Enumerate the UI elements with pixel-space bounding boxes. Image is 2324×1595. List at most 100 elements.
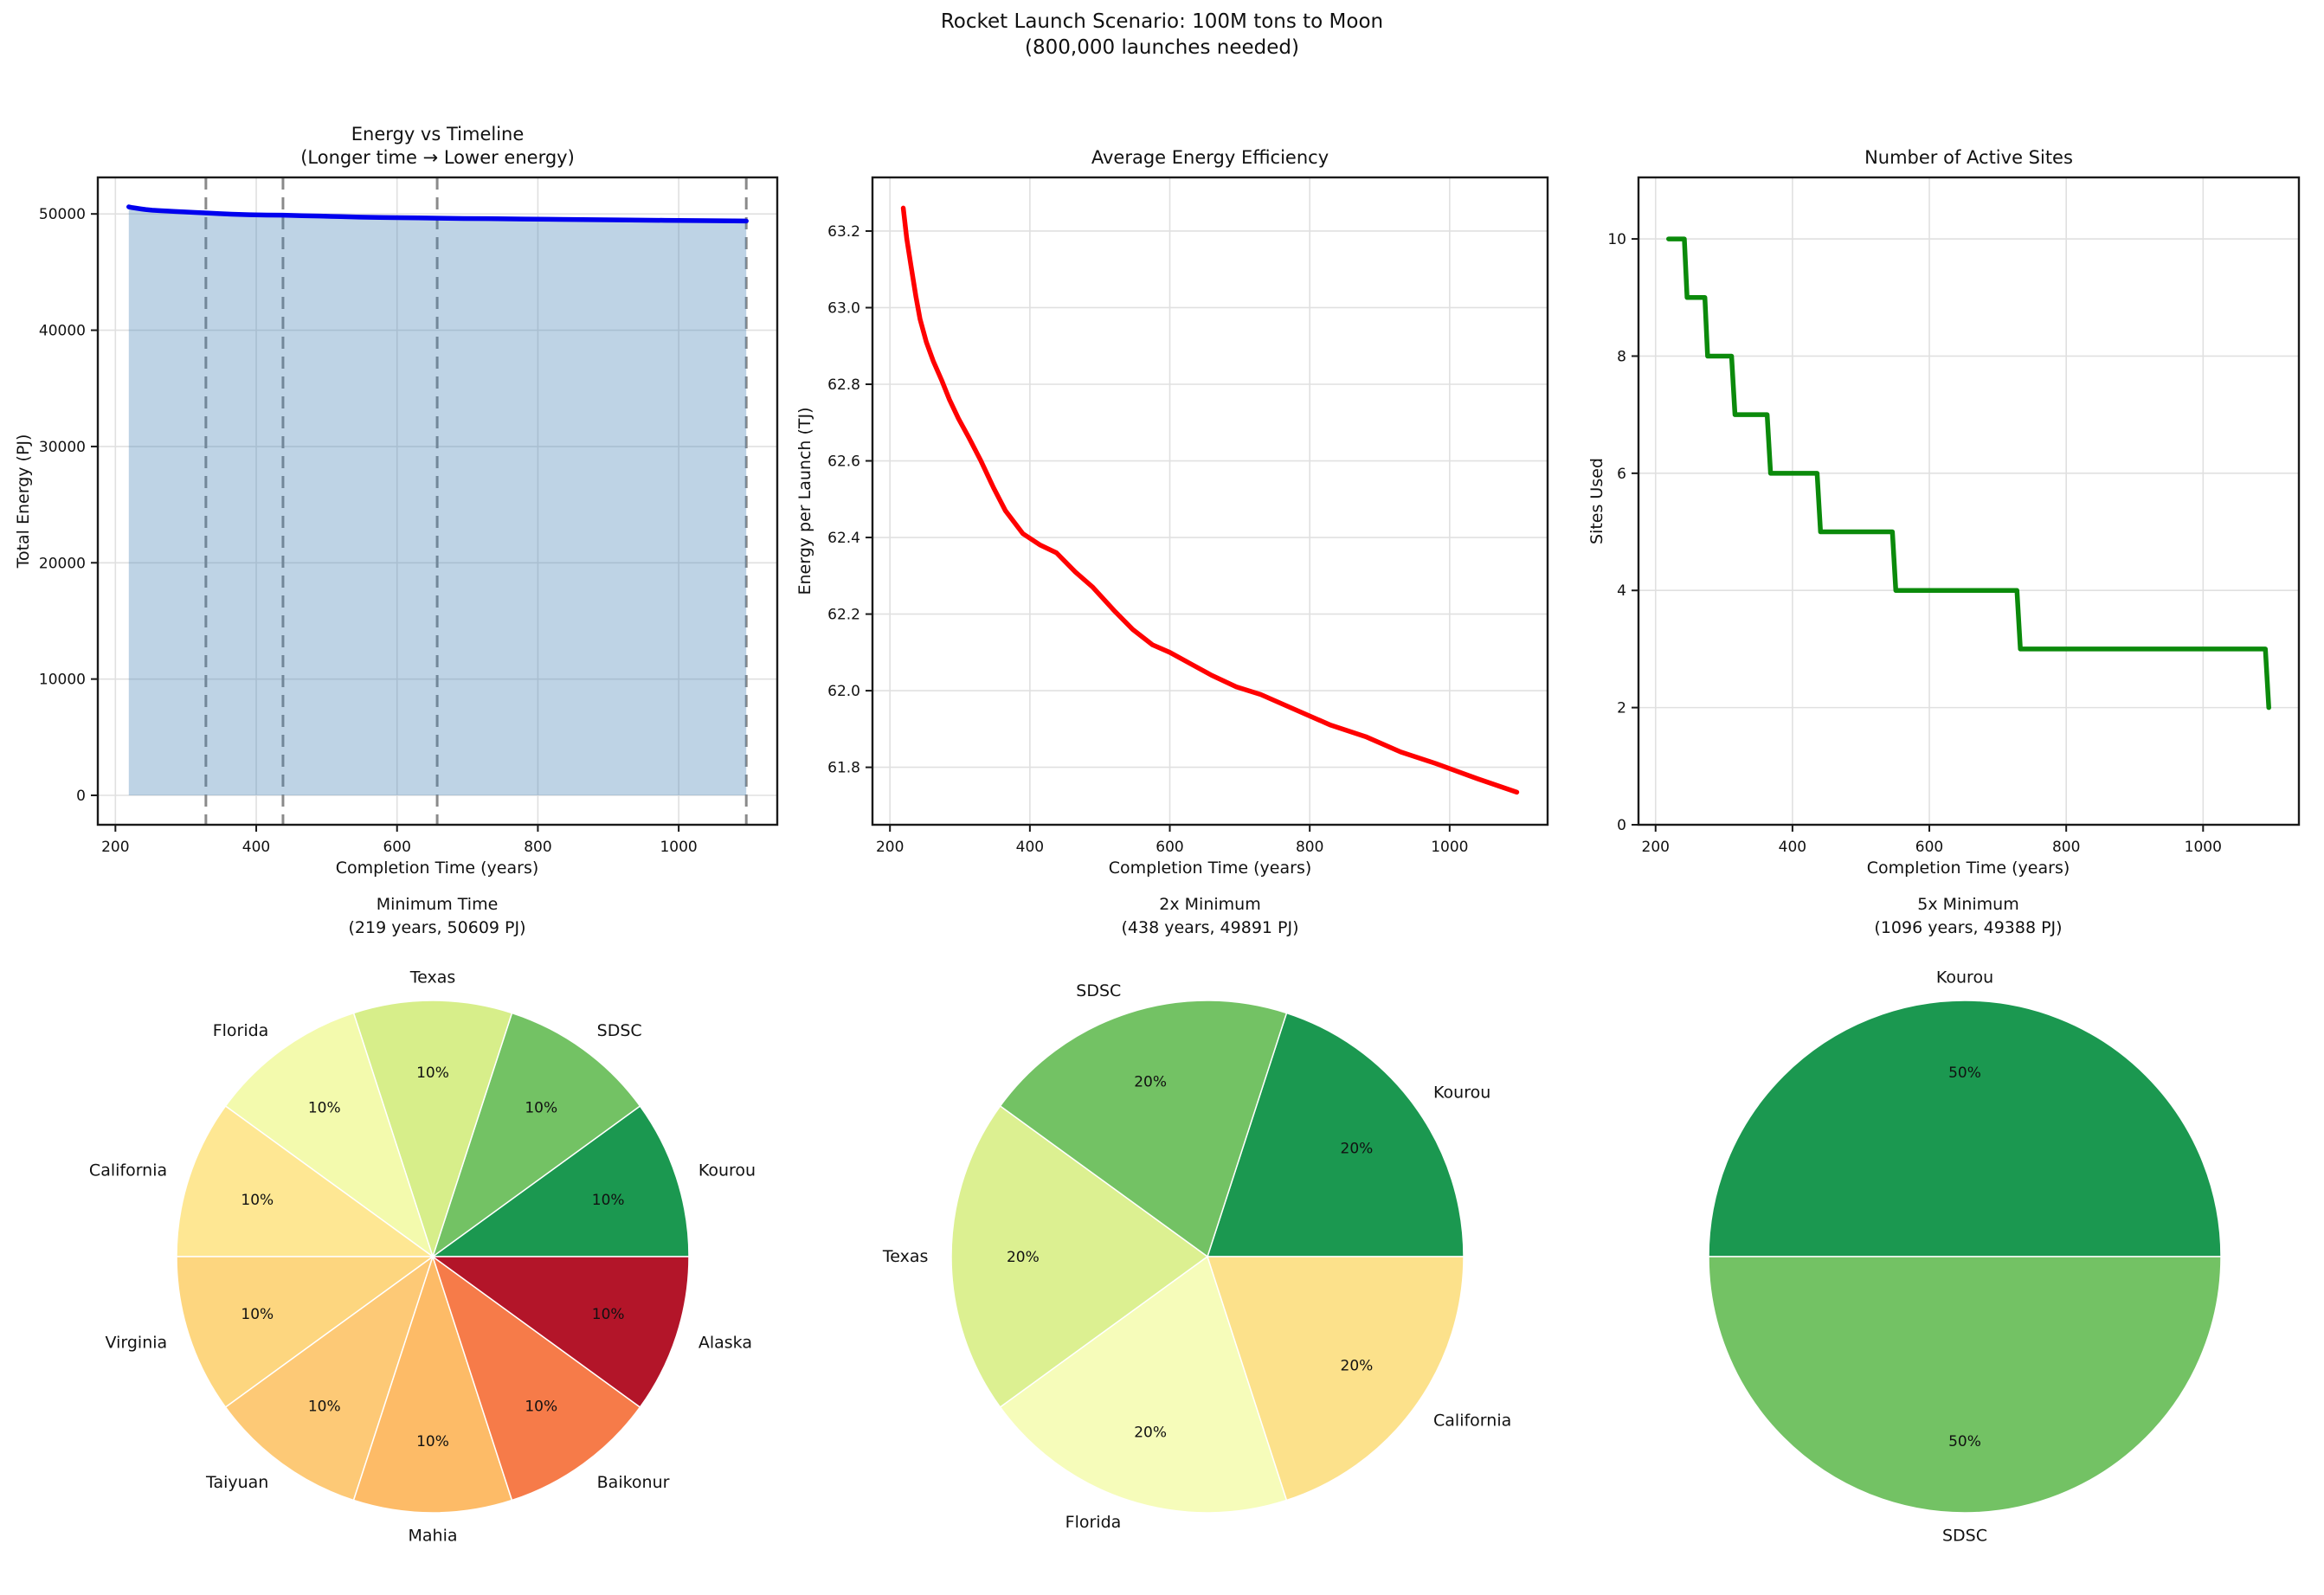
pie-slice-label: Kourou [698,1161,756,1180]
x-tick-label: 1000 [2185,839,2222,856]
pie-slice [352,1000,513,1259]
scenario1-caption-line2: (219 years, 50609 PJ) [348,918,526,937]
chart3-xlabel: Completion Time (years) [1866,859,2070,878]
pie-slice [431,1012,641,1258]
pie-slice-label: SDSC [1942,1527,1987,1546]
pie-slice [1708,1000,2222,1257]
figure-title: Rocket Launch Scenario: 100M tons to Moo… [0,9,2324,61]
figure-title-line1: Rocket Launch Scenario: 100M tons to Moo… [940,10,1384,33]
x-tick-label: 200 [876,839,904,856]
chart1-title-line1: Energy vs Timeline [351,124,525,145]
chart3-title: Number of Active Sites [1638,146,2299,170]
chart2-title-line1: Average Energy Efficiency [1091,147,1329,168]
pie-slice [430,1256,690,1409]
pie-slice-percent: 50% [1948,1433,1981,1450]
pie-slice-label: Florida [213,1021,269,1040]
axes-frame [96,176,779,826]
axes-frame [1637,176,2301,826]
chart1-ylabel: Total Energy (PJ) [14,434,33,569]
x-tick-label: 200 [101,839,129,856]
pie-slice [430,1104,690,1257]
pie-slice-percent: 50% [1948,1064,1981,1082]
x-tick-label: 600 [1915,839,1943,856]
data-line [126,204,749,224]
pie-slice [352,1254,513,1514]
pie-slice [431,1255,641,1502]
chart2-ylabel: Energy per Launch (TJ) [795,407,814,595]
x-tick-label: 400 [1779,839,1806,856]
data-line [1666,236,2271,711]
y-tick-label: 30000 [39,439,86,456]
y-tick-label: 50000 [39,206,86,223]
pie-slice-percent: 10% [241,1306,274,1323]
y-tick-label: 62.2 [827,607,860,624]
pie-slice [224,1012,435,1258]
scenario2-caption: 2x Minimum (438 years, 49891 PJ) [1121,893,1298,940]
pie-slice [1206,1012,1465,1257]
y-tick-label: 63.0 [827,299,860,317]
area-fill [128,207,747,796]
pie-slice-percent: 10% [525,1100,557,1117]
y-tick-label: 20000 [39,555,86,572]
scenario1-caption: Minimum Time (219 years, 50609 PJ) [348,893,525,940]
y-tick-label: 10 [1607,231,1626,248]
pie-slice-label: Texas [882,1247,929,1266]
y-tick-label: 0 [76,788,86,805]
pie-slice-percent: 10% [525,1398,557,1415]
pie-slice-percent: 10% [592,1306,625,1323]
pie-slice-label: Taiyuan [205,1473,268,1492]
x-tick-label: 200 [1642,839,1670,856]
y-tick-label: 62.8 [827,376,860,394]
pie-slice-percent: 20% [1134,1425,1167,1442]
x-tick-label: 800 [2052,839,2080,856]
scenario3-caption: 5x Minimum (1096 years, 49388 PJ) [1874,893,2062,940]
axes-average-energy-efficiency: 200 400 600 800 1000 61.8 62.0 62.2 62.4 62.6 62.8… [827,176,1549,856]
y-tick-label: 10000 [39,672,86,689]
pie-slice-label: SDSC [1076,981,1121,1000]
plot-background [1638,177,2299,825]
x-tick-label: 600 [383,839,410,856]
x-tick-label: 800 [524,839,551,856]
y-tick-label: 2 [1617,700,1626,717]
chart2-title: Average Energy Efficiency [872,146,1548,170]
y-tick-label: 40000 [39,323,86,340]
x-tick-label: 400 [242,839,270,856]
x-tick-label: 800 [1296,839,1323,856]
pie-slice-label: Alaska [698,1334,752,1353]
y-tick-label: 0 [1617,817,1626,834]
pie-slice-percent: 20% [1341,1357,1374,1374]
y-tick-label: 4 [1617,582,1626,600]
scenario3-caption-line2: (1096 years, 49388 PJ) [1874,918,2063,937]
y-tick-label: 8 [1617,348,1626,365]
pie-slice-label: Mahia [409,1527,458,1546]
x-tick-label: 1000 [1431,839,1468,856]
pie-5x-minimum: Kourou 50% SDSC 50% [1708,968,2222,1546]
y-tick-label: 63.2 [827,223,860,241]
y-tick-label: 6 [1617,466,1626,483]
pie-slice [999,1000,1288,1258]
chart1-title: Energy vs Timeline (Longer time → Lower … [98,123,777,170]
y-tick-label: 62.6 [827,453,860,471]
scenario2-caption-line1: 2x Minimum [1159,895,1261,914]
chart2-xlabel: Completion Time (years) [1108,859,1312,878]
pie-slice-percent: 10% [308,1398,341,1415]
pie-slice [950,1104,1209,1409]
x-tick-label: 600 [1156,839,1183,856]
pie-slice-percent: 20% [1007,1249,1040,1266]
pie-slice-label: California [89,1161,167,1180]
pie-slice [999,1255,1288,1514]
chart1-title-line2: (Longer time → Lower energy) [300,147,575,168]
pie-2x-minimum: Kourou 20% SDSC 20% Texas 20% Florida 20% Califo… [882,981,1511,1532]
plot-background [872,177,1548,825]
figure-title-line2: (800,000 launches needed) [1025,36,1299,59]
scenario3-caption-line1: 5x Minimum [1917,895,2019,914]
x-tick-label: 1000 [660,839,697,856]
pie-slice-label: Kourou [1936,968,1993,987]
axes-frame [871,176,1549,826]
chart3-ylabel: Sites Used [1587,458,1606,544]
pie-slice [176,1256,435,1409]
x-tick-label: 400 [1016,839,1044,856]
pie-slice-label: Baikonur [597,1473,670,1492]
scenario2-caption-line2: (438 years, 49891 PJ) [1121,918,1299,937]
pie-slice [224,1255,435,1502]
